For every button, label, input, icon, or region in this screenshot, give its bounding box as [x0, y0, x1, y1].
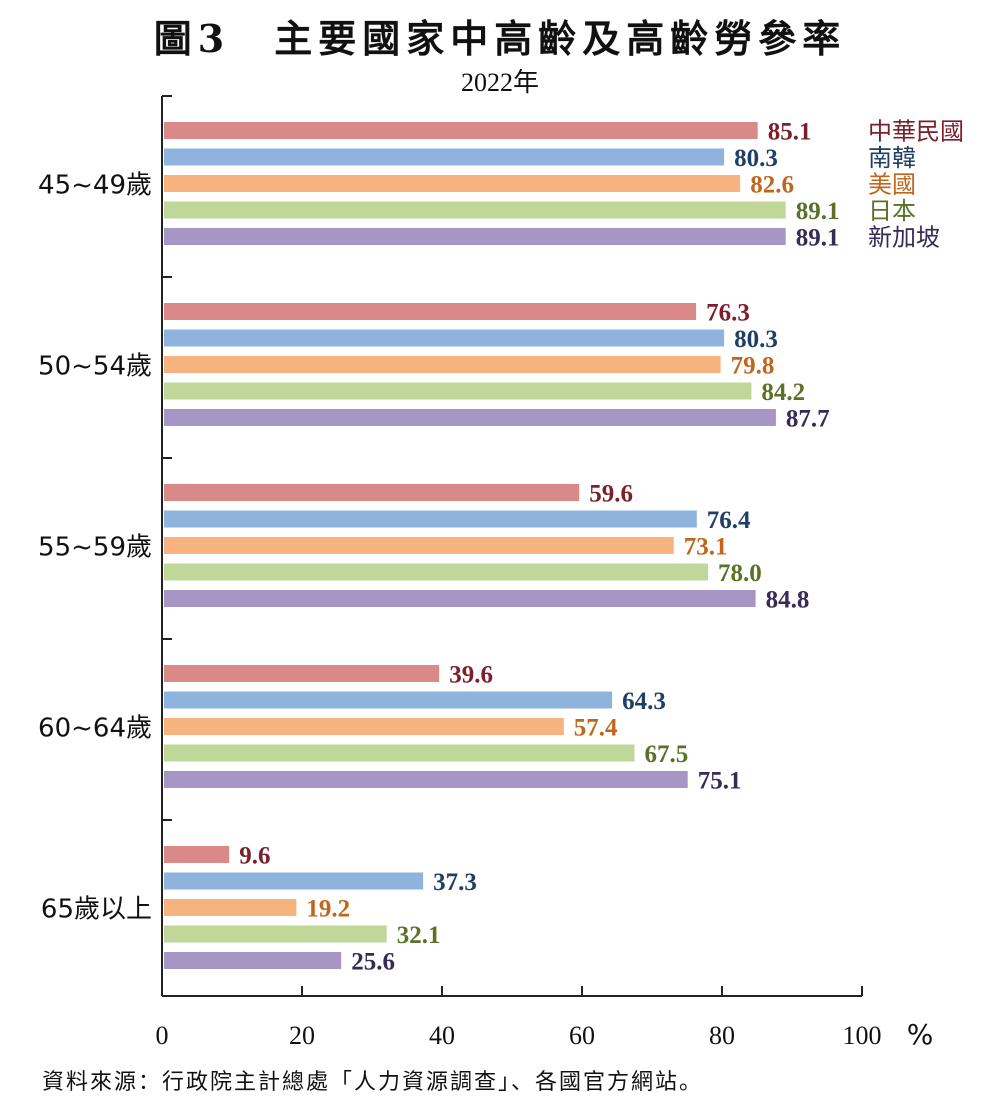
- bar: [164, 563, 708, 581]
- value-label: 9.6: [239, 843, 270, 870]
- value-label: 80.3: [734, 145, 778, 172]
- value-label: 84.8: [766, 587, 810, 614]
- value-label: 57.4: [574, 715, 618, 742]
- value-label: 78.0: [718, 560, 762, 587]
- bar: [164, 201, 786, 219]
- legend-entry: 日本: [868, 197, 916, 225]
- legend-entry: 南韓: [868, 144, 916, 172]
- legend-entry: 美國: [868, 171, 916, 199]
- chart-title: 圖3 主要國家中高齡及高齡勞參率: [153, 16, 847, 61]
- bar: [164, 329, 725, 347]
- bar: [164, 665, 440, 682]
- value-label: 73.1: [684, 534, 728, 561]
- bar: [164, 846, 230, 863]
- value-label: 37.3: [433, 869, 477, 896]
- bar: [164, 872, 424, 890]
- x-tick-label: 100: [843, 1021, 882, 1050]
- value-label: 32.1: [397, 922, 441, 949]
- value-label: 87.7: [786, 406, 830, 433]
- value-label: 76.4: [707, 507, 751, 534]
- value-label: 89.1: [796, 198, 840, 225]
- bar: [164, 484, 580, 501]
- x-axis-unit: %: [907, 1018, 934, 1051]
- category-label: 60~64歲: [38, 714, 152, 744]
- bar: [164, 510, 697, 528]
- bar: [164, 148, 725, 166]
- x-tick-label: 80: [709, 1021, 735, 1050]
- value-label: 79.8: [731, 353, 775, 380]
- bar: [164, 744, 635, 762]
- category-label: 65歲以上: [41, 895, 152, 925]
- value-label: 67.5: [645, 741, 689, 768]
- bar: [164, 122, 758, 139]
- value-label: 85.1: [768, 119, 812, 146]
- value-label: 75.1: [698, 768, 742, 795]
- value-label: 84.2: [761, 379, 805, 406]
- legend-entry: 中華民國: [868, 118, 964, 146]
- source-note: 資料來源：行政院主計總處「人力資源調查」、各國官方網站。: [42, 1070, 704, 1095]
- bar: [164, 925, 387, 943]
- value-label: 80.3: [734, 326, 778, 353]
- legend-entry: 新加坡: [868, 224, 940, 252]
- category-label: 55~59歲: [38, 533, 152, 563]
- category-label: 50~54歲: [38, 352, 152, 382]
- value-label: 82.6: [750, 172, 794, 199]
- x-tick-label: 0: [156, 1021, 169, 1050]
- bar: [164, 356, 721, 373]
- bar: [164, 952, 342, 969]
- value-label: 76.3: [706, 300, 750, 327]
- chart-subtitle: 2022年: [460, 68, 539, 97]
- x-tick-label: 20: [289, 1021, 315, 1050]
- bar: [164, 771, 688, 788]
- bar: [164, 382, 752, 400]
- bar: [164, 409, 776, 426]
- bar: [164, 718, 564, 735]
- value-label: 59.6: [589, 481, 633, 508]
- bar: [164, 228, 786, 245]
- value-label: 19.2: [306, 896, 350, 923]
- bar: [164, 537, 674, 554]
- bar: [164, 303, 697, 320]
- value-label: 89.1: [796, 225, 840, 252]
- bar: [164, 175, 741, 192]
- value-label: 39.6: [449, 662, 493, 689]
- x-tick-label: 40: [429, 1021, 455, 1050]
- bar: [164, 899, 297, 916]
- bar: [164, 691, 613, 709]
- value-label: 25.6: [351, 949, 395, 976]
- value-label: 64.3: [622, 688, 666, 715]
- category-label: 45~49歲: [38, 171, 152, 201]
- x-tick-label: 60: [569, 1021, 595, 1050]
- bar: [164, 590, 756, 607]
